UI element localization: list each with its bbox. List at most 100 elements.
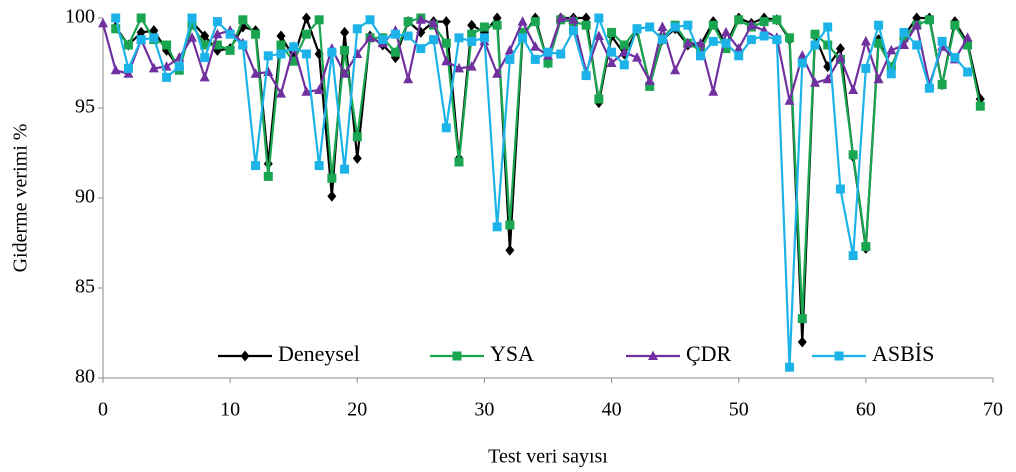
data-point [695,37,706,48]
data-point [861,242,871,252]
data-point [365,15,375,25]
data-point [301,49,311,59]
data-point [162,40,172,50]
data-point [772,15,782,25]
data-point [657,21,668,31]
y-axis-title: Giderme verimi % [10,124,32,273]
legend-marker [648,350,658,360]
data-point [123,63,133,73]
data-point [225,29,235,39]
data-point [937,36,947,46]
data-point [937,80,947,90]
data-point [111,13,121,23]
data-point [339,68,350,78]
data-point [429,35,439,45]
data-point [835,52,846,62]
data-point [301,86,312,96]
data-point [327,47,337,57]
data-point [238,40,248,50]
data-point [950,20,960,30]
data-point [148,62,159,73]
data-point [670,22,680,32]
data-point [441,38,451,48]
data-point [187,32,197,42]
data-point [975,101,985,111]
data-point [518,33,528,43]
data-point [378,35,388,45]
data-point [899,27,909,37]
data-point [212,28,223,39]
data-point [327,190,337,202]
data-point [314,161,324,171]
data-point [505,244,515,256]
data-point [492,20,502,30]
data-point [187,13,197,23]
data-point [301,29,311,39]
legend-label: ÇDR [686,341,732,366]
y-tick-label: 100 [65,6,95,28]
data-point [238,15,248,25]
data-point [593,30,604,40]
data-point [860,35,871,46]
data-point [200,30,210,42]
data-point [543,58,553,68]
data-point [568,14,579,24]
data-point [200,40,210,50]
data-point [289,56,299,66]
data-point [924,83,934,93]
data-point [696,51,706,61]
data-point [797,50,808,60]
data-point [174,62,184,72]
data-point [734,15,744,25]
data-point [708,20,718,30]
data-point [327,173,337,183]
x-axis-title: Test veri sayısı [488,446,608,468]
data-point [594,94,604,104]
legend-label: ASBİS [872,341,934,366]
data-point [555,12,566,22]
data-point [619,46,630,57]
data-point [441,123,451,133]
data-point [632,52,642,62]
data-point [950,53,960,63]
data-point [823,40,833,50]
data-point [886,69,896,79]
data-point [276,30,286,42]
data-point [848,251,858,261]
data-point [886,44,897,55]
y-tick-label: 85 [75,276,95,298]
data-point [911,19,922,30]
data-point [899,33,909,43]
data-point [263,171,273,181]
data-point [479,33,489,43]
x-tick-label: 40 [602,399,622,421]
data-point [835,43,845,55]
data-point [136,35,146,45]
data-point [403,31,413,41]
data-point [301,12,311,24]
data-point [276,49,286,59]
data-point [797,336,807,348]
data-point [670,64,681,75]
data-point [785,362,795,372]
data-point [632,24,642,34]
data-point [136,13,146,23]
data-point [251,161,261,171]
data-point [505,220,515,230]
data-point [835,184,845,194]
data-point [682,37,693,48]
data-point [733,43,744,53]
data-point [340,164,350,174]
data-point [797,58,807,68]
data-point [276,88,286,98]
data-point [352,24,362,34]
data-point [606,57,617,67]
data-point [912,40,922,50]
data-point [619,40,629,50]
data-point [810,77,820,87]
legend-marker [834,351,844,361]
legend-label: YSA [490,341,534,366]
data-point [530,17,540,27]
data-point [492,222,502,232]
